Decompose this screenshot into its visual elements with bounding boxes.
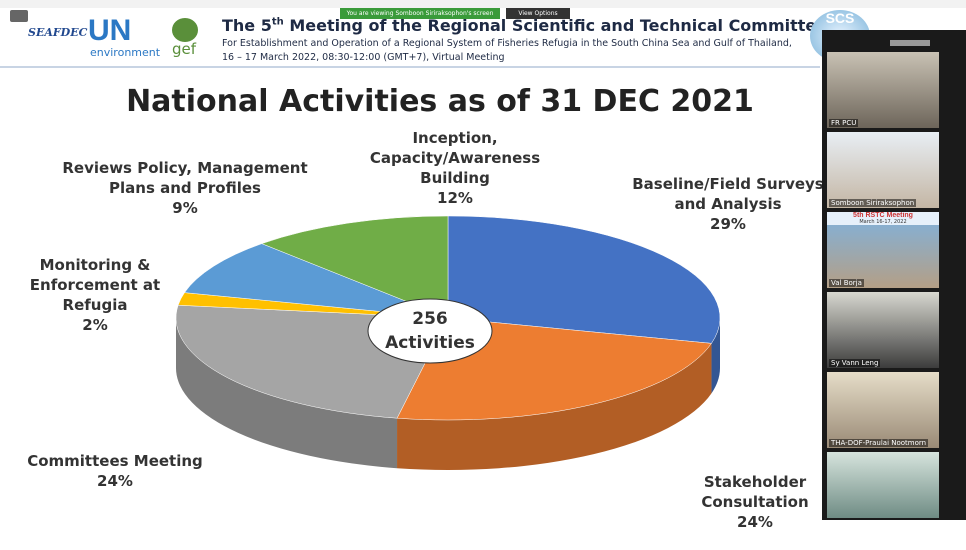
title-part: The 5 [222,16,272,35]
category: Monitoring & Enforcement at Refugia [29,256,161,314]
slide-subtitle: 16 – 17 March 2022, 08:30-12:00 (GMT+7),… [222,52,505,63]
divider [0,66,820,68]
logo-caption: environment [90,46,161,59]
slice-label: Committees Meeting 24% [10,451,220,491]
slide-subtitle: For Establishment and Operation of a Reg… [222,38,792,49]
panel-controls[interactable] [890,40,930,46]
video-tile[interactable]: FR PCU [827,52,939,128]
logo: SEAFDEC [28,26,88,39]
participant-name: Somboon Siriraksophon [829,199,917,207]
slice-side [176,318,398,469]
value-label: 2% [82,316,108,334]
participant-name: THA-DOF-Praulai Nootmorn [829,439,929,447]
slide-title: The 5th Meeting of the Regional Scientif… [222,16,827,35]
slice [447,215,721,344]
slice [184,243,449,319]
category: Inception, Capacity/Awareness Building [369,129,541,187]
total-label: Activities [385,333,475,353]
viewing-banner: You are viewing Somboon Siriraksophon's … [340,8,500,19]
value-label: 24% [97,472,133,490]
gef-globe [172,18,198,42]
video-tile[interactable]: Sy Vann Leng [827,292,939,368]
value-label: 9% [172,199,198,217]
center-label: 256 Activities [370,307,490,355]
participant-name: Sy Vann Leng [829,359,881,367]
value-label: 24% [737,513,773,531]
video-tile[interactable]: THA-DOF-Praulai Nootmorn [827,372,939,448]
view-options[interactable]: View Options [506,8,570,19]
slice-label: Reviews Policy, Management Plans and Pro… [60,158,310,218]
video-tile[interactable]: 5th RSTC Meeting March 16-17, 2022 Val Bor… [827,212,939,288]
participant-name: FR PCU [829,119,859,127]
participant-name: Val Borja [829,279,864,287]
chart-title: National Activities as of 31 DEC 2021 [126,84,754,119]
tile-caption: March 16-17, 2022 [827,219,939,225]
slice-label: Inception, Capacity/Awareness Building 12… [360,128,550,208]
center-badge [367,298,493,364]
logo: UN [88,14,132,47]
slice-label: Monitoring & Enforcement at Refugia 2% [25,255,165,335]
slice [261,215,449,319]
category: Committees Meeting [27,452,203,470]
value-label: 12% [437,189,473,207]
tile-caption: 5th RSTC Meeting [827,212,939,219]
total: 256 [412,309,448,329]
top-strip [0,0,966,8]
category: Reviews Policy, Management Plans and Pro… [62,159,308,197]
category: Baseline/Field Surveys and Analysis [632,175,824,213]
slice-side [397,343,712,470]
value-label: 29% [710,215,746,233]
video-tile[interactable]: Somboon Siriraksophon [827,132,939,208]
toolbar-button[interactable] [10,10,28,22]
logo: gef [172,40,197,58]
slice-label: Baseline/Field Surveys and Analysis 29% [628,174,828,234]
category: Stakeholder Consultation [701,473,809,511]
slice-label: Stakeholder Consultation 24% [690,472,820,532]
title-part: Meeting of the Regional Scientific and T… [289,16,828,35]
video-tile[interactable] [827,452,939,518]
title-sup: th [271,16,284,28]
slice-side [711,318,720,394]
